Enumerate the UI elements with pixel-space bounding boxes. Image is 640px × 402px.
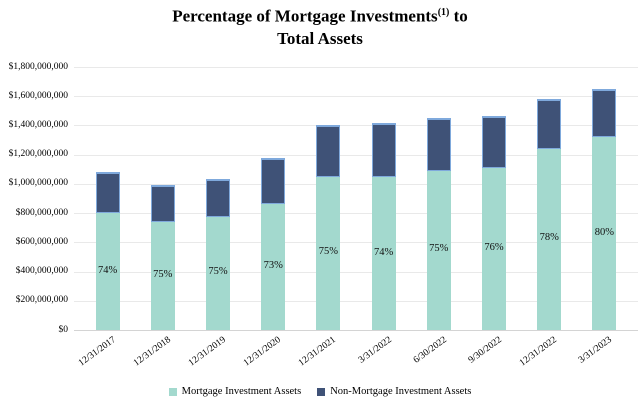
chart-legend: Mortgage Investment Assets Non-Mortgage I… (0, 386, 640, 397)
footnote-superscript: (1) (437, 7, 450, 18)
bar-percent-label: 74% (97, 264, 118, 276)
gridline (74, 242, 638, 244)
chart-title-line1-suffix: to (449, 6, 468, 26)
y-axis-tick-label: $1,000,000,000 (8, 178, 68, 189)
legend-item: Non-Mortgage Investment Assets (317, 386, 471, 397)
x-axis-tick-label: 12/31/2022 (518, 335, 560, 369)
bar-percent-label: 76% (484, 241, 504, 253)
bar-percent-label: 75% (153, 268, 173, 280)
x-axis-tick-label: 9/30/2022 (466, 335, 504, 366)
x-axis-tick-label: 12/31/2019 (186, 335, 228, 369)
legend-swatch-icon (168, 387, 177, 396)
bar-percent-label: 75% (208, 266, 228, 278)
bar-segment-mortgage (426, 170, 451, 330)
x-axis-tick-label: 12/31/2020 (242, 335, 284, 369)
y-axis-tick-label: $800,000,000 (15, 207, 68, 218)
bar-segment-non-mortgage (426, 118, 451, 171)
chart-title-line2: Total Assets (277, 28, 363, 48)
legend-item: Mortgage Investment Assets (168, 386, 302, 397)
bar-segment-mortgage (206, 216, 230, 330)
bar-segment-mortgage (95, 213, 120, 330)
chart-title-line1-main: Percentage of Mortgage Investments (172, 6, 438, 26)
legend-label: Mortgage Investment Assets (181, 386, 302, 397)
bar-segment-non-mortgage (537, 99, 562, 149)
x-axis-tick-label: 3/31/2023 (577, 335, 615, 366)
bar-percent-label: 78% (539, 232, 559, 244)
bar-segment-non-mortgage (592, 88, 617, 138)
bar-segment-mortgage (316, 176, 341, 330)
y-axis-tick-label: $0 (58, 324, 69, 335)
chart-title: Percentage of Mortgage Investments(1) to… (0, 2, 640, 50)
y-axis-tick-label: $200,000,000 (15, 295, 68, 306)
bar-percent-label: 74% (373, 246, 394, 258)
x-axis-tick-label: 6/30/2022 (411, 335, 449, 366)
y-axis-tick-label: $1,600,000,000 (8, 90, 68, 101)
bar-percent-label: 80% (594, 226, 615, 238)
bar-segment-non-mortgage (150, 185, 175, 222)
x-axis-tick-label: 3/31/2022 (356, 335, 394, 366)
bar-segment-mortgage (482, 167, 506, 330)
y-axis-tick-label: $1,800,000,000 (8, 61, 68, 72)
gridline (74, 271, 638, 273)
bar-segment-non-mortgage (206, 178, 230, 217)
bar-segment-non-mortgage (371, 123, 396, 178)
bar-segment-mortgage (592, 137, 617, 330)
legend-swatch-icon (317, 387, 326, 396)
bar-segment-non-mortgage (482, 115, 506, 168)
x-axis-line (74, 330, 638, 331)
bar-percent-label: 75% (318, 246, 339, 258)
gridline (74, 96, 638, 98)
bar-segment-mortgage (371, 177, 396, 330)
bar-segment-non-mortgage (261, 157, 286, 204)
gridline (74, 213, 638, 215)
gridline (74, 67, 638, 68)
gridline (74, 125, 638, 127)
bar-percent-label: 73% (263, 259, 283, 271)
bar-segment-mortgage (150, 221, 175, 330)
bar-segment-mortgage (537, 148, 562, 330)
bar-segment-non-mortgage (316, 125, 341, 177)
bar-segment-non-mortgage (95, 172, 120, 214)
y-axis-tick-label: $1,400,000,000 (8, 119, 68, 130)
bar-percent-label: 75% (429, 243, 449, 255)
gridline (74, 183, 638, 185)
bar-segment-mortgage (261, 203, 286, 330)
gridline (74, 154, 638, 156)
x-axis-tick-label: 12/31/2018 (131, 335, 173, 369)
x-axis-tick-label: 12/31/2017 (76, 335, 118, 369)
y-axis-tick-label: $600,000,000 (15, 236, 68, 247)
y-axis-tick-label: $400,000,000 (15, 266, 68, 277)
x-axis-tick-label: 12/31/2021 (297, 335, 339, 369)
gridline (74, 300, 638, 302)
legend-label: Non-Mortgage Investment Assets (330, 386, 472, 397)
y-axis-tick-label: $1,200,000,000 (8, 149, 68, 160)
